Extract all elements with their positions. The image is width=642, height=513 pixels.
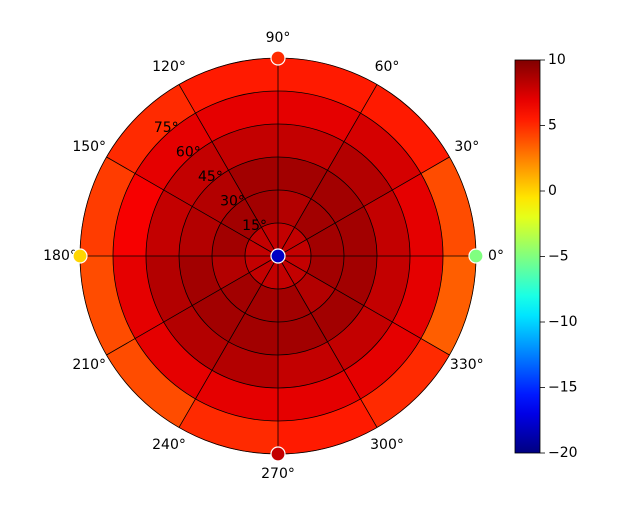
grid-spoke — [178, 255, 279, 428]
theta-tick-label: 90° — [266, 30, 291, 46]
theta-tick-label: 300° — [370, 437, 404, 453]
theta-tick-label: 210° — [72, 357, 106, 373]
point — [270, 446, 286, 462]
colorbar-tick-label: −10 — [548, 314, 578, 330]
grid-spoke — [277, 156, 450, 257]
point — [270, 50, 286, 66]
r-tick-label: 45° — [198, 169, 223, 185]
theta-tick-label: 30° — [454, 139, 479, 155]
theta-tick-label: 0° — [488, 248, 504, 264]
colorbar-tick-label: −15 — [548, 380, 578, 396]
grid-spoke — [277, 255, 450, 356]
colorbar-tick-label: 5 — [548, 118, 557, 134]
theta-tick-label: 240° — [152, 437, 186, 453]
grid-spoke — [277, 84, 378, 257]
theta-tick-label: 150° — [72, 139, 106, 155]
theta-tick-label: 330° — [450, 357, 484, 373]
point — [270, 248, 286, 264]
colorbar-tick-label: 0 — [548, 183, 557, 199]
grid-spoke — [106, 255, 279, 356]
r-tick-label: 15° — [242, 218, 267, 234]
point — [468, 248, 484, 264]
theta-tick-label: 120° — [152, 59, 186, 75]
colorbar-tick-label: 10 — [548, 52, 566, 68]
grid-spoke — [106, 156, 279, 257]
grid-spoke — [277, 255, 378, 428]
colorbar-tick-label: −20 — [548, 445, 578, 461]
colorbar — [514, 59, 541, 454]
r-tick-label: 75° — [154, 120, 179, 136]
theta-tick-label: 60° — [375, 59, 400, 75]
theta-tick-label: 270° — [261, 466, 295, 482]
theta-tick-label: 180° — [43, 248, 77, 264]
r-tick-label: 60° — [176, 144, 201, 160]
colorbar-tick-label: −5 — [548, 249, 569, 265]
r-tick-label: 30° — [220, 193, 245, 209]
grid-spoke — [178, 84, 279, 257]
point — [72, 248, 88, 264]
